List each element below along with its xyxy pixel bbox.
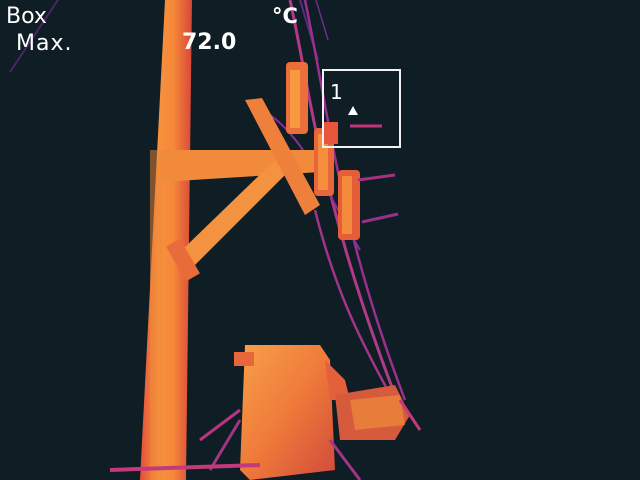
measurement-box-number: 1 (330, 80, 343, 104)
crossarm (160, 98, 320, 282)
measurement-box[interactable] (322, 69, 401, 148)
max-temperature-value: 72.0 (182, 30, 237, 55)
measurement-tool-label: Box (6, 4, 47, 29)
max-temperature-triangle-icon (348, 106, 358, 115)
temperature-unit: °C (272, 4, 298, 28)
insulators (286, 62, 399, 240)
power-lines (249, 0, 407, 401)
stat-label: Max. (16, 31, 73, 56)
transformer (109, 345, 422, 480)
utility-pole (140, 0, 192, 480)
